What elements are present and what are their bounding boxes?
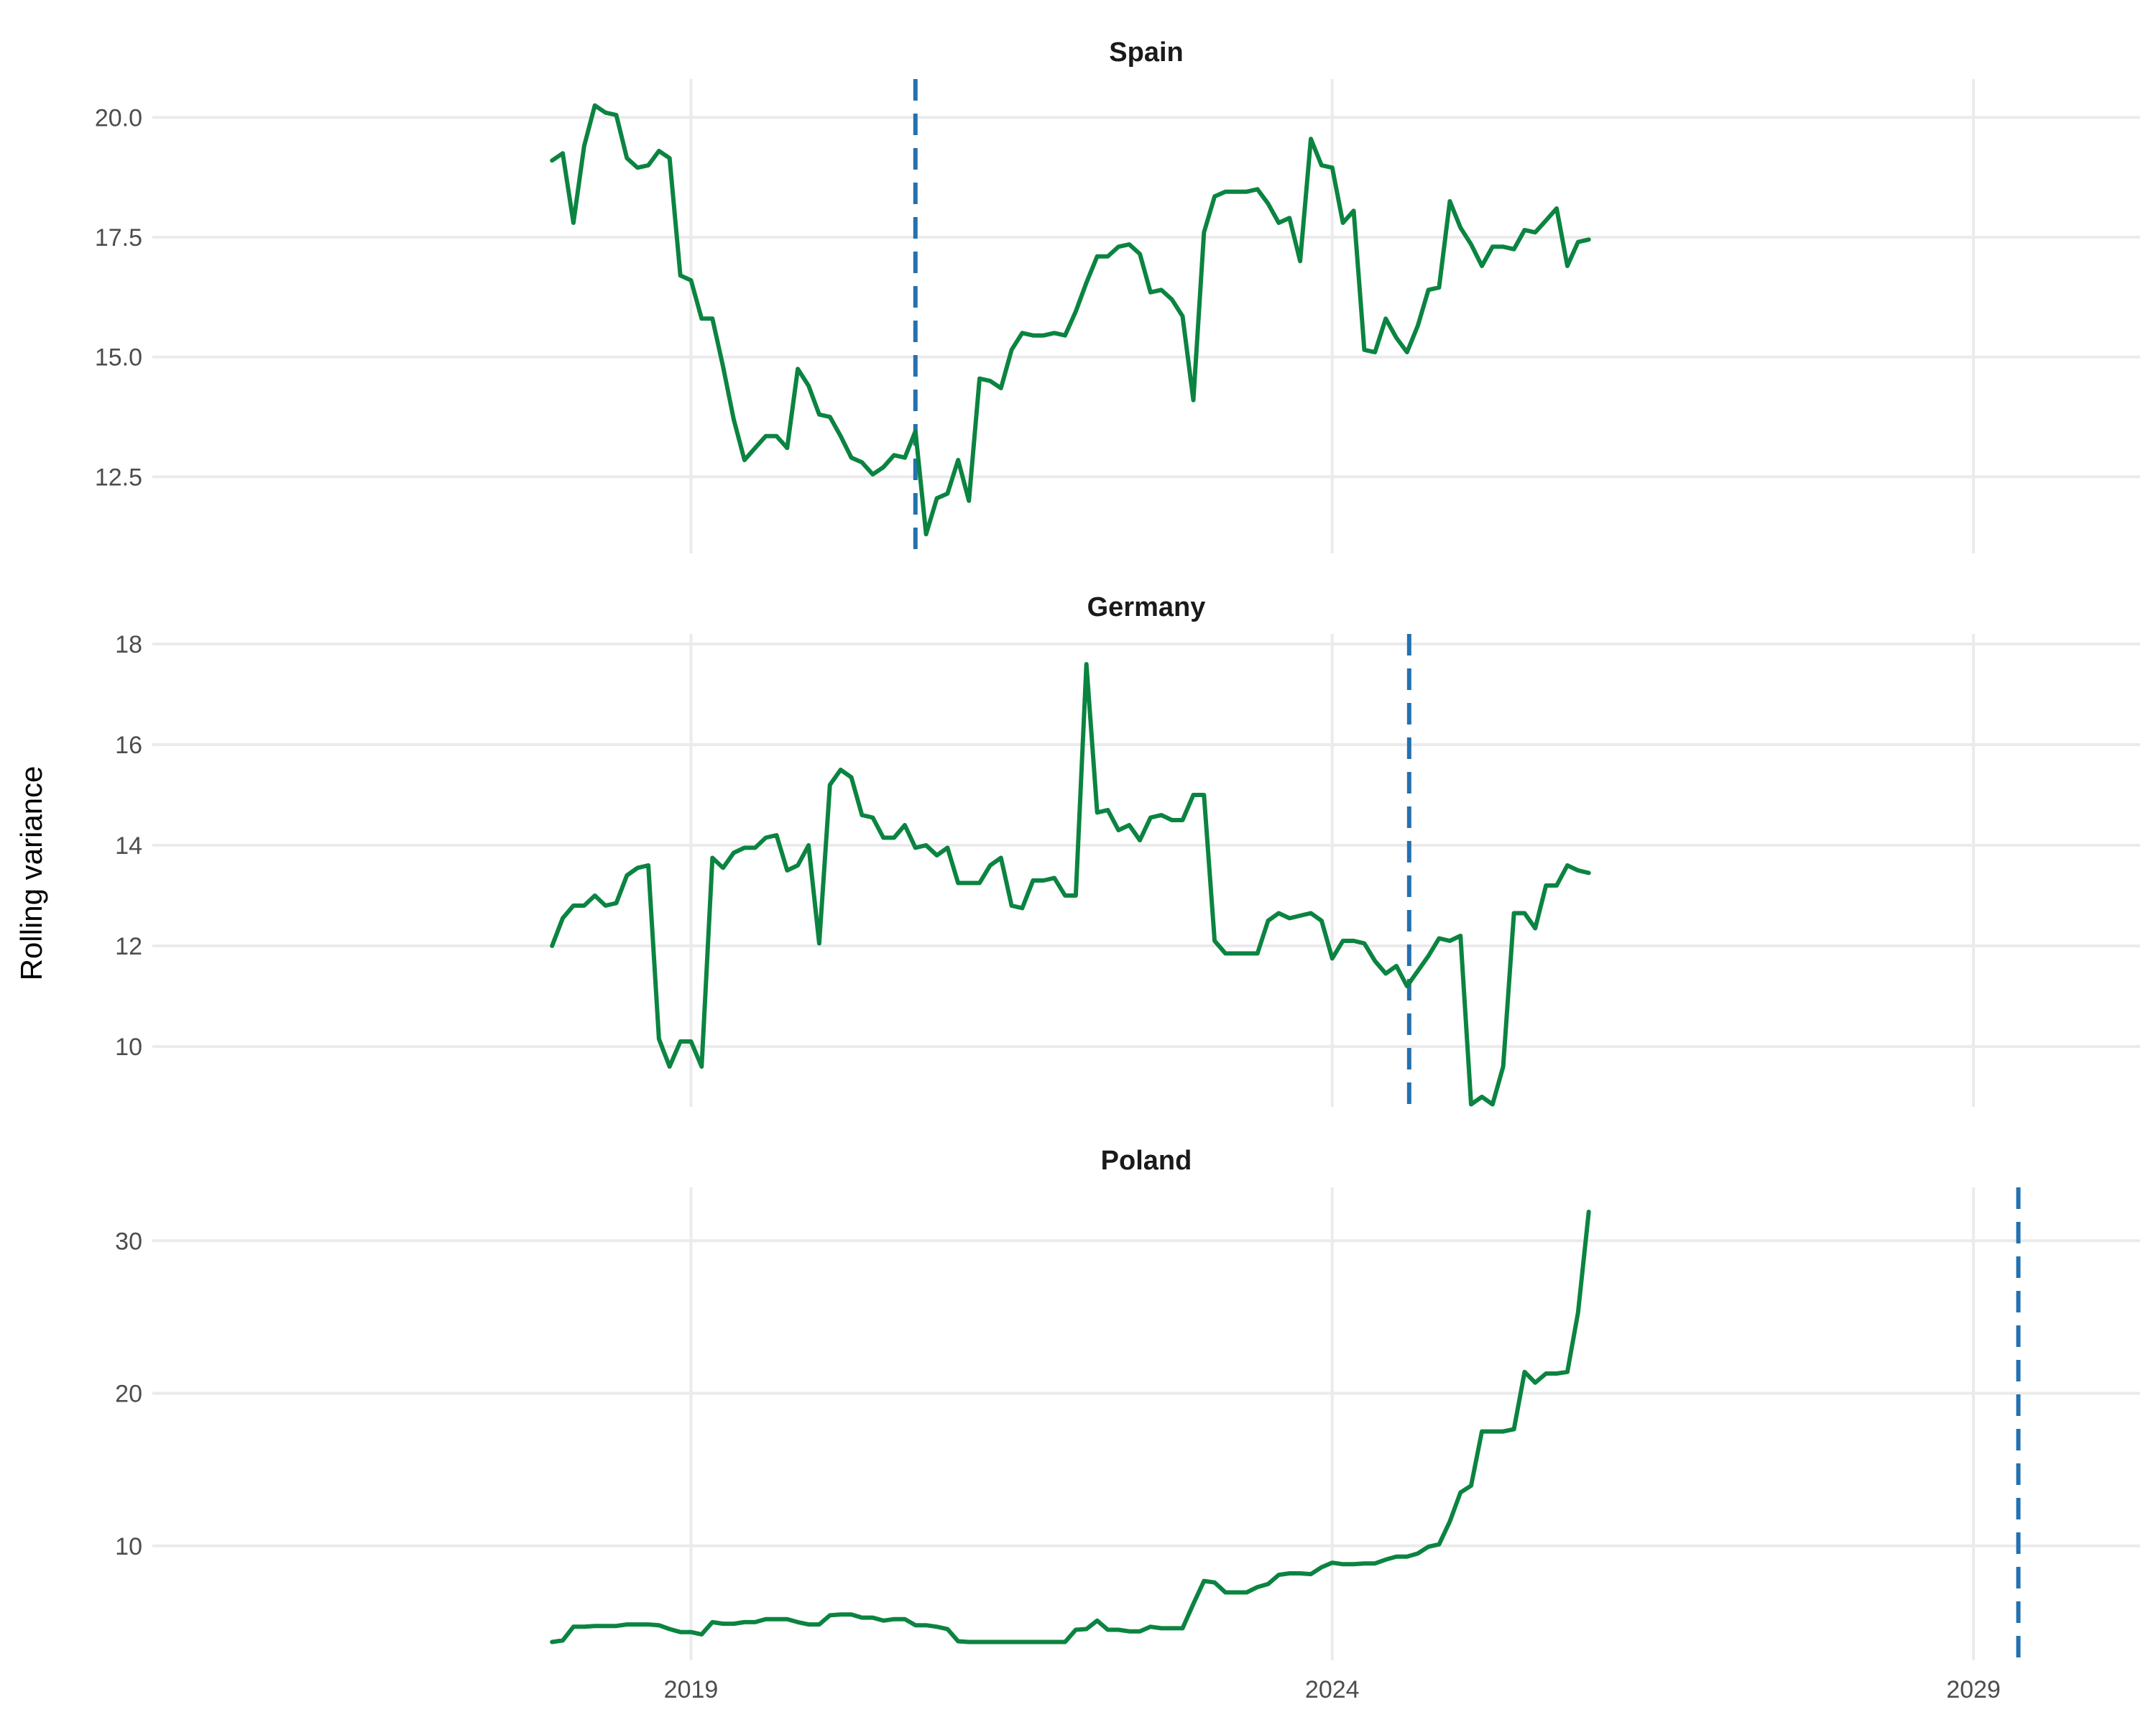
- y-tick-label: 10: [115, 1034, 142, 1061]
- panel-title: Germany: [1087, 592, 1206, 622]
- series-line-poland: [550, 1210, 1591, 1644]
- y-tick-label: 18: [115, 631, 142, 658]
- y-tick-label: 16: [115, 732, 142, 759]
- y-tick-label: 10: [115, 1533, 142, 1560]
- panel-poland: Poland 10 20 30: [115, 1146, 2140, 1660]
- y-tick-label: 14: [115, 832, 142, 860]
- y-tick-label: 12.5: [95, 464, 142, 491]
- panel-title: Spain: [1109, 37, 1183, 68]
- panel-germany: Germany 10 12 14 16 18: [115, 592, 2140, 1107]
- x-tick-label: 2019: [664, 1676, 719, 1703]
- x-tick-label: 2029: [1946, 1676, 2001, 1703]
- panel-spain: Spain 12.5 15.0 17.5 20.0: [95, 37, 2140, 553]
- panel-title: Poland: [1101, 1146, 1192, 1176]
- y-tick-label: 20: [115, 1381, 142, 1408]
- y-tick-label: 15.0: [95, 344, 142, 372]
- y-tick-label: 17.5: [95, 224, 142, 252]
- y-axis-title: Rolling variance: [14, 766, 48, 981]
- y-tick-label: 30: [115, 1228, 142, 1255]
- series-line-germany: [550, 662, 1591, 1107]
- series-line-spain: [550, 103, 1591, 537]
- y-tick-label: 20.0: [95, 104, 142, 132]
- x-tick-label: 2024: [1305, 1676, 1360, 1703]
- y-tick-label: 12: [115, 933, 142, 960]
- x-axis: 2019 2024 2029: [664, 1676, 2001, 1703]
